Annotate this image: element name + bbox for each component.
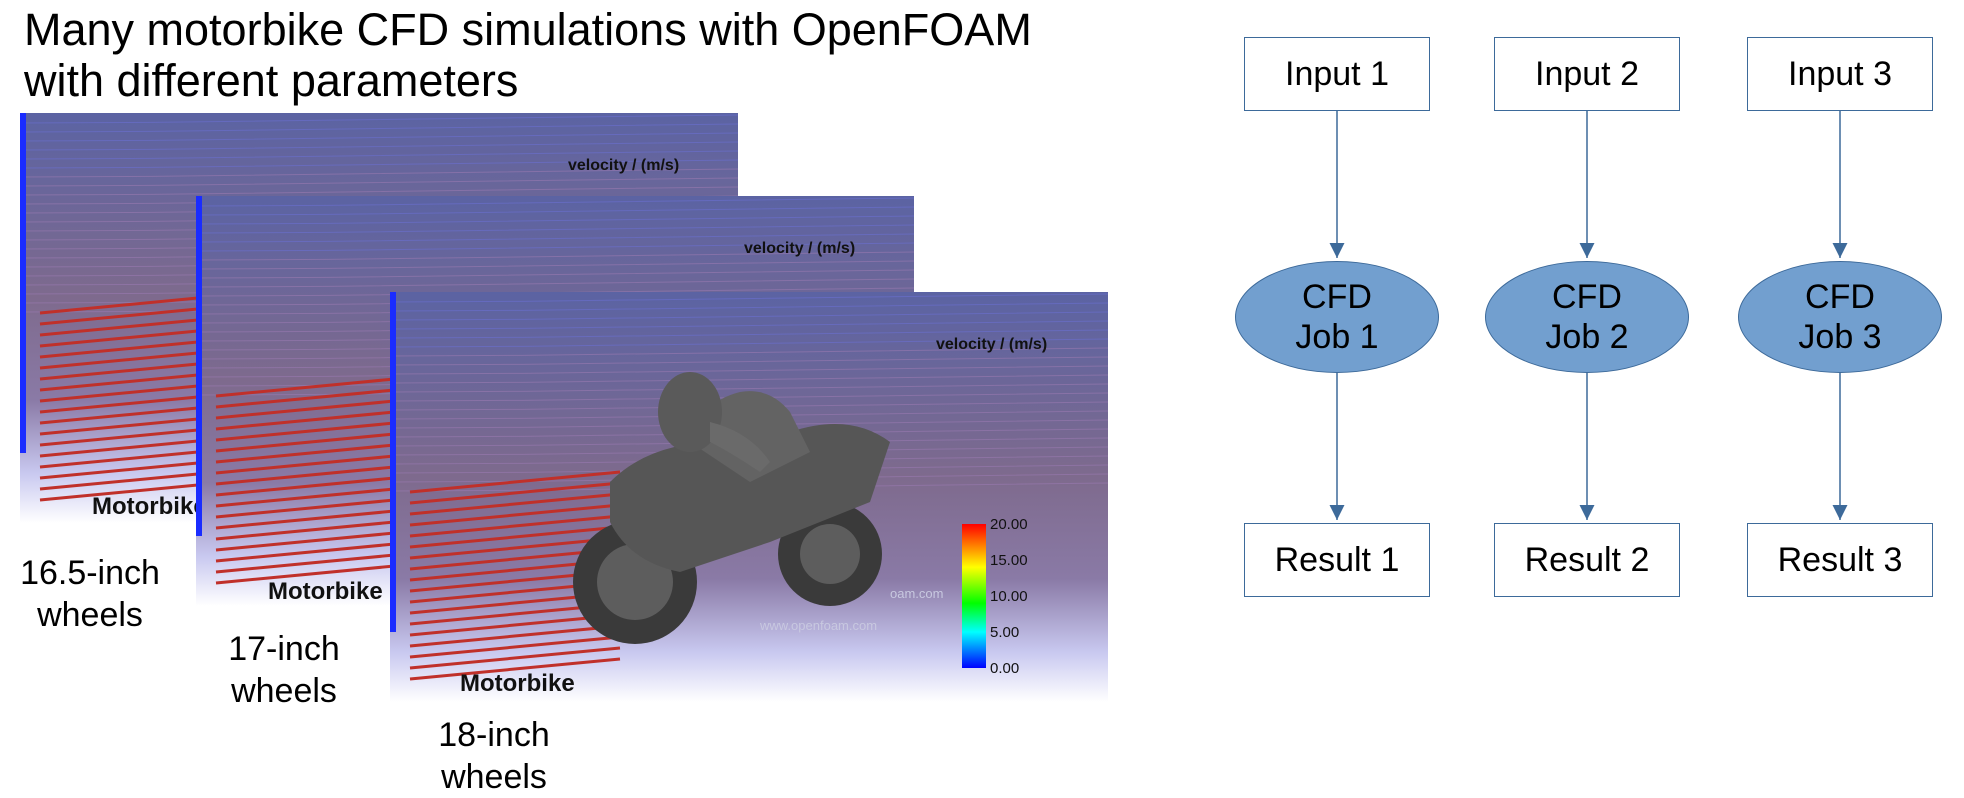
brand-label: Motorbike — [268, 578, 383, 605]
watermark: www.openfoam.com — [760, 618, 878, 633]
input-box-3: Input 3 — [1747, 37, 1933, 111]
input-box-1: Input 1 — [1244, 37, 1430, 111]
input-box-2: Input 2 — [1494, 37, 1680, 111]
velocity-label: velocity / (m/s) — [568, 157, 680, 174]
velocity-label: velocity / (m/s) — [744, 240, 856, 257]
colorbar-tick: 15.00 — [990, 552, 1028, 569]
streamlines-3 — [390, 292, 1108, 681]
caption-1: 16.5-inch wheels — [20, 554, 160, 634]
caption-3: 18-inch wheels — [438, 716, 550, 796]
cfd-job-1: CFD Job 1 — [1235, 261, 1439, 373]
caption-2: 17-inch wheels — [228, 630, 340, 710]
result-box-3: Result 3 — [1747, 523, 1933, 597]
simulation-image-3: velocity / (m/s) Motorbike www.openfoam.… — [390, 292, 1108, 702]
result-box-2: Result 2 — [1494, 523, 1680, 597]
colorbar-tick: 5.00 — [990, 624, 1020, 641]
cfd-job-2: CFD Job 2 — [1485, 261, 1689, 373]
motorbike-icon — [573, 372, 890, 644]
cfd-job-3: CFD Job 3 — [1738, 261, 1942, 373]
watermark-fragment: oam.com — [890, 586, 944, 601]
result-box-1: Result 1 — [1244, 523, 1430, 597]
streamline-group — [390, 292, 1108, 681]
brand-label: Motorbike — [92, 493, 207, 520]
colorbar — [962, 524, 986, 668]
velocity-label: velocity / (m/s) — [936, 336, 1048, 353]
brand-label: Motorbike — [460, 670, 575, 697]
colorbar-tick: 20.00 — [990, 516, 1028, 533]
colorbar-tick: 0.00 — [990, 660, 1020, 677]
colorbar-tick: 10.00 — [990, 588, 1028, 605]
page-title: Many motorbike CFD simulations with Open… — [24, 4, 1032, 106]
